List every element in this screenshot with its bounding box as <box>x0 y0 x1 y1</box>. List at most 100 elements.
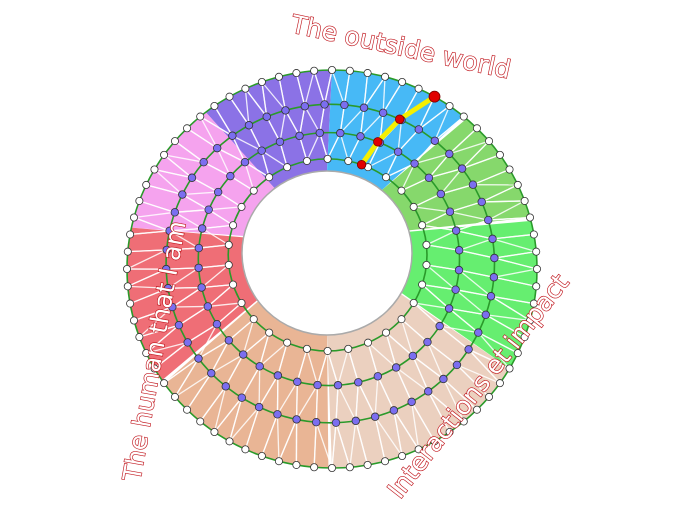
mesh-line <box>133 216 170 232</box>
mesh-line <box>468 348 501 384</box>
node-white <box>123 247 132 256</box>
mesh-line <box>284 110 301 137</box>
mesh-line <box>493 276 537 287</box>
node-white <box>505 364 514 373</box>
mesh-line <box>355 420 369 466</box>
node-purple <box>312 417 321 427</box>
mesh-line <box>129 287 169 305</box>
node-white <box>382 173 391 182</box>
mesh-line <box>455 219 489 232</box>
node-purple <box>354 378 363 387</box>
mesh-line <box>229 406 260 442</box>
mesh-line <box>397 120 403 152</box>
node-purple <box>488 234 497 244</box>
mesh-line <box>138 306 173 338</box>
node-purple <box>370 412 380 421</box>
node-white <box>274 72 283 81</box>
node-purple <box>224 336 234 345</box>
node-white <box>292 460 301 469</box>
sector-green-light <box>401 220 537 369</box>
mesh-line <box>244 162 255 191</box>
node-white <box>363 460 372 469</box>
node-purple <box>203 302 213 311</box>
mesh-line <box>242 318 255 355</box>
node-purple <box>486 292 496 301</box>
node-purple <box>162 264 171 274</box>
node-white <box>363 69 372 78</box>
node-white <box>123 282 132 291</box>
node-purple <box>410 159 419 168</box>
node-white <box>302 156 311 165</box>
mesh-line <box>377 376 395 411</box>
mesh-line <box>427 391 451 433</box>
mesh-line <box>169 230 200 249</box>
mesh-line <box>133 211 175 219</box>
node-white <box>513 180 522 189</box>
node-purple <box>165 226 174 236</box>
node-purple <box>340 100 349 110</box>
mesh-line <box>401 318 428 343</box>
node-white <box>183 405 192 414</box>
mesh-line <box>411 401 436 442</box>
mesh-line <box>331 422 337 469</box>
mesh-line <box>242 332 270 356</box>
mesh-line <box>448 127 478 155</box>
mesh-line <box>186 127 218 149</box>
node-purple <box>187 173 197 182</box>
node-white <box>150 364 159 373</box>
mesh-line <box>410 401 420 450</box>
node-purple <box>359 103 369 112</box>
mesh-line <box>347 348 359 383</box>
ring-line <box>197 131 461 387</box>
mesh-line <box>216 302 242 325</box>
node-purple <box>204 205 213 214</box>
mesh-line <box>326 350 339 386</box>
mesh-line <box>296 348 308 382</box>
mesh-line <box>422 224 457 232</box>
node-white <box>142 180 151 189</box>
node-purple <box>240 158 250 167</box>
mesh-line <box>169 227 203 232</box>
node-white <box>472 124 481 133</box>
node-purple <box>451 285 460 294</box>
mesh-line <box>182 191 219 196</box>
mesh-line <box>217 191 242 208</box>
mesh-line <box>485 314 525 338</box>
mesh-line <box>174 209 209 213</box>
node-purple <box>197 224 207 233</box>
mesh-line <box>139 200 176 213</box>
mesh-line <box>261 150 288 168</box>
path-node <box>373 137 383 147</box>
node-purple <box>212 143 222 153</box>
mesh-line <box>418 96 436 130</box>
node-white <box>126 299 135 308</box>
nodes <box>123 66 542 472</box>
mesh-line <box>374 376 379 417</box>
node-white <box>237 202 246 211</box>
node-purple <box>336 128 345 138</box>
node-purple <box>351 416 360 426</box>
node-purple <box>407 397 416 407</box>
mesh-line <box>363 76 386 109</box>
node-white <box>345 66 354 75</box>
mesh-line <box>178 305 209 326</box>
mesh-line <box>174 358 200 398</box>
mesh-line <box>335 422 351 468</box>
mesh-line <box>313 422 317 468</box>
mesh-line <box>492 238 537 253</box>
node-white <box>422 260 431 269</box>
node-white <box>129 213 138 222</box>
mesh-line <box>166 247 199 251</box>
node-white <box>257 78 266 87</box>
mesh-line <box>278 76 287 111</box>
mesh-line <box>174 372 212 398</box>
mesh-line <box>412 355 429 392</box>
node-purple <box>237 393 246 402</box>
mesh-line <box>477 332 511 369</box>
node-purple <box>293 377 302 386</box>
node-white <box>283 338 292 347</box>
mesh-line <box>244 88 268 118</box>
node-purple <box>445 149 454 159</box>
mesh-line <box>458 238 493 251</box>
mesh-line <box>210 353 244 374</box>
